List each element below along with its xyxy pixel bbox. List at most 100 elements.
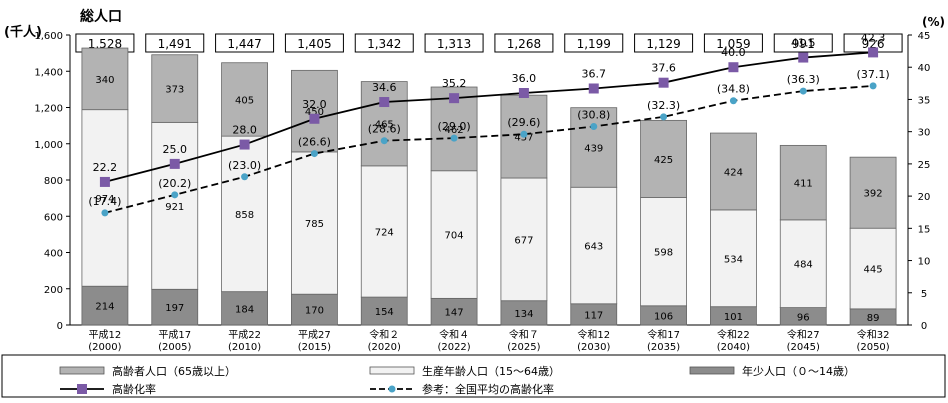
category-year-label: (2000) (88, 342, 121, 353)
total-label: 1,059 (716, 37, 750, 51)
aging-rate-marker (588, 83, 599, 94)
right-axis-unit: (%) (922, 15, 945, 29)
bar-segment (81, 47, 129, 111)
bar-value-label: 724 (375, 227, 394, 238)
bar-value-label: 411 (794, 179, 813, 190)
legend-label: 生産年齢人口（15～64歳） (422, 364, 560, 378)
right-tick-label: 5 (921, 289, 927, 300)
aging-rate-marker (169, 158, 180, 169)
total-label: 1,491 (158, 37, 192, 51)
bar-value-label: 134 (514, 309, 533, 320)
category-year-label: (2025) (507, 342, 540, 353)
category-label: 平成17 (158, 329, 191, 341)
category-label: 平成22 (228, 329, 261, 341)
legend-marker (77, 384, 87, 394)
total-label: 1,405 (297, 37, 331, 51)
bar-value-label: 117 (584, 310, 603, 321)
category-label: 令和27 (787, 328, 820, 341)
category-year-label: (2050) (856, 342, 889, 353)
right-tick-label: 40 (918, 63, 931, 74)
bar-value-label: 457 (514, 133, 533, 144)
total-label: 1,268 (507, 37, 541, 51)
bar-segment (221, 291, 268, 326)
aging-rate-marker (99, 176, 110, 187)
national-average-label: (28.6) (368, 123, 401, 136)
category-label: 平成12 (89, 329, 122, 341)
national-average-label: (36.3) (787, 73, 820, 86)
aging-rate-label: 25.0 (163, 143, 188, 156)
bar-value-label: 424 (724, 167, 743, 178)
legend-label: 年少人口（０～14歳） (742, 364, 855, 378)
aging-rate-label: 37.6 (651, 62, 676, 75)
bar-segment (849, 156, 897, 229)
right-tick-label: 45 (918, 31, 931, 42)
bar-value-label: 462 (445, 125, 464, 136)
category-year-label: (2040) (717, 342, 750, 353)
aging-rate-marker (728, 62, 739, 73)
total-label: 1,129 (646, 37, 680, 51)
aging-rate-label: 32.0 (302, 98, 327, 111)
total-label: 991 (792, 37, 815, 51)
total-box (773, 33, 833, 53)
total-label: 1,528 (88, 37, 122, 51)
bar-segment (430, 170, 478, 299)
bar-value-label: 184 (235, 304, 254, 315)
left-tick-label: 1,200 (34, 104, 63, 115)
right-tick-label: 35 (918, 95, 931, 106)
aging-rate-marker (449, 93, 460, 104)
right-tick-label: 0 (921, 321, 927, 332)
legend-marker (388, 385, 396, 393)
national-average-marker (729, 97, 737, 105)
national-average-label: (29.6) (507, 116, 540, 129)
bar-value-label: 598 (654, 248, 673, 259)
total-box (564, 33, 624, 53)
bar-value-label: 465 (375, 120, 394, 131)
total-label: 1,313 (437, 37, 471, 51)
aging-rate-label: 28.0 (232, 124, 257, 137)
bar-value-label: 340 (95, 75, 114, 86)
national-average-label: (17.4) (88, 195, 121, 208)
national-average-label: (30.8) (577, 109, 610, 122)
left-tick-label: 1,400 (34, 67, 63, 78)
bar-segment (291, 151, 338, 295)
bar-segment (710, 209, 757, 308)
bar-segment (710, 132, 757, 211)
bar-segment (779, 219, 827, 308)
bar-value-label: 147 (445, 308, 464, 319)
category-year-label: (2035) (647, 342, 680, 353)
bar-value-label: 484 (794, 260, 813, 271)
bar-value-label: 974 (95, 194, 114, 205)
bar-value-label: 677 (514, 235, 533, 246)
national-average-marker (869, 82, 877, 90)
aging-rate-marker (239, 139, 250, 150)
aging-rate-marker (798, 52, 809, 63)
right-tick-label: 25 (918, 160, 931, 171)
left-tick-label: 400 (44, 249, 63, 260)
bar-value-label: 154 (375, 307, 394, 318)
total-label: 926 (862, 37, 885, 51)
national-average-line (104, 85, 874, 214)
category-label: 令和17 (647, 328, 680, 341)
bar-value-label: 89 (867, 313, 880, 324)
bar-segment (570, 107, 618, 188)
national-average-marker (380, 137, 388, 145)
legend-label: 高齢化率 (112, 382, 156, 396)
aging-rate-marker (379, 97, 390, 108)
category-label: 平成27 (298, 329, 331, 341)
national-average-label: (37.1) (857, 68, 890, 81)
total-box (354, 33, 414, 53)
left-tick-label: 1,000 (34, 140, 63, 151)
right-tick-label: 30 (918, 128, 931, 139)
aging-rate-marker (309, 113, 320, 124)
aging-rate-label: 36.0 (512, 72, 537, 85)
total-label: 1,447 (227, 37, 261, 51)
bar-segment (779, 144, 827, 221)
left-tick-label: 200 (44, 285, 63, 296)
aging-rate-marker (658, 77, 669, 88)
left-tick-label: 0 (57, 321, 63, 332)
bar-segment (221, 135, 268, 293)
national-average-marker (799, 87, 807, 95)
category-year-label: (2005) (158, 342, 191, 353)
bar-segment (360, 165, 408, 298)
